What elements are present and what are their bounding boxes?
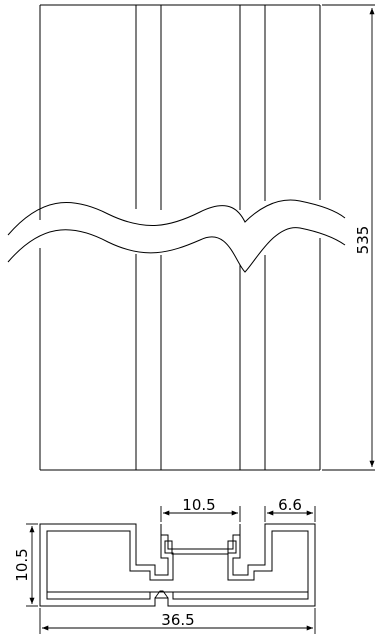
break-lines [7,199,346,273]
section-inner-contour [46,530,309,600]
elevation-upper [39,4,321,220]
height-dimension: 10.5 [13,523,38,607]
length-label: 535 [354,226,372,255]
break-line-lower [7,227,346,273]
height-label: 10.5 [13,548,31,581]
elevation-view: 535 [7,4,375,471]
section-outer-contour [39,523,316,607]
section-slot-detail [154,590,169,599]
lip-width-dimension: 6.6 [264,496,316,522]
elevation-lower [39,238,321,471]
overall-width-label: 36.5 [161,611,194,629]
length-dimension: 535 [322,4,375,471]
slot-width-dimension: 10.5 [160,496,241,522]
overall-width-dimension: 36.5 [39,608,316,634]
break-line-upper [7,199,346,236]
slot-width-label: 10.5 [182,496,215,514]
lip-width-label: 6.6 [278,496,302,514]
cross-section [39,523,316,607]
